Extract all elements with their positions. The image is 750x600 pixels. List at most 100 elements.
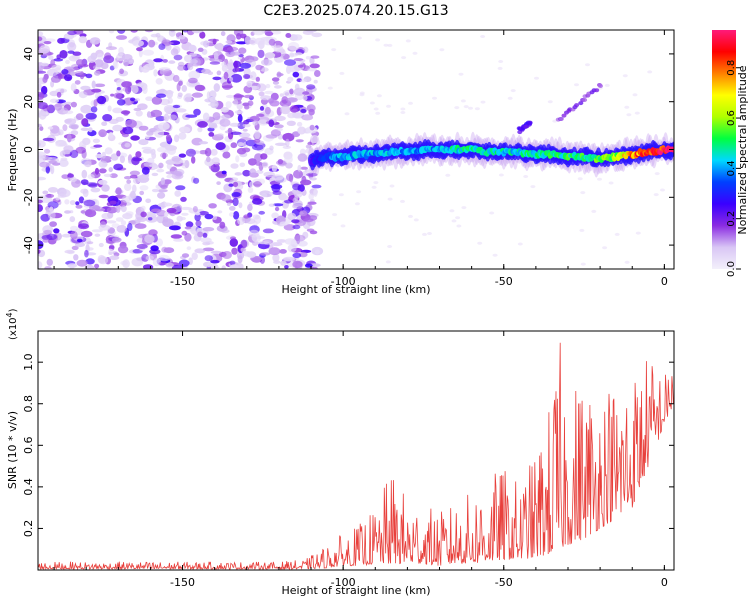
noise-blob bbox=[141, 65, 150, 73]
colorbar-tick-label: 0.2 bbox=[726, 211, 737, 227]
noise-blob bbox=[70, 101, 77, 108]
noise-blob bbox=[164, 211, 169, 217]
noise-blob bbox=[192, 206, 198, 213]
noise-blob bbox=[240, 137, 252, 141]
noise-blob bbox=[243, 214, 250, 219]
spectrogram-y-tick-label: -40 bbox=[22, 236, 35, 254]
noise-blob bbox=[272, 190, 282, 195]
noise-blob bbox=[66, 133, 72, 143]
noise-blob bbox=[208, 203, 217, 209]
noise-blob bbox=[547, 100, 553, 104]
noise-blob bbox=[255, 169, 264, 174]
noise-blob bbox=[108, 132, 114, 139]
noise-blob bbox=[202, 227, 215, 232]
noise-blob bbox=[305, 144, 312, 149]
noise-blob bbox=[258, 91, 265, 97]
noise-blob bbox=[53, 228, 60, 234]
noise-blob bbox=[274, 142, 287, 146]
colorbar-tick-label: 0.0 bbox=[726, 261, 737, 277]
noise-blob bbox=[211, 157, 220, 165]
noise-blob bbox=[126, 179, 132, 184]
noise-blob bbox=[246, 80, 253, 88]
noise-blob bbox=[255, 64, 263, 71]
noise-blob bbox=[432, 96, 437, 100]
noise-blob bbox=[51, 64, 62, 71]
noise-blob bbox=[268, 203, 275, 207]
noise-blob bbox=[653, 193, 659, 197]
noise-blob bbox=[216, 181, 221, 186]
noise-blob bbox=[112, 124, 123, 132]
noise-blob bbox=[98, 256, 109, 265]
noise-blob bbox=[297, 64, 304, 68]
noise-blob bbox=[517, 242, 523, 246]
noise-blob bbox=[80, 179, 89, 186]
noise-blob bbox=[80, 104, 93, 114]
noise-blob bbox=[44, 266, 52, 269]
noise-blob bbox=[279, 93, 284, 97]
noise-blob bbox=[113, 252, 120, 257]
noise-blob bbox=[251, 144, 264, 151]
noise-blob bbox=[226, 46, 239, 52]
noise-blob bbox=[229, 260, 236, 266]
noise-blob bbox=[50, 59, 56, 67]
noise-blob bbox=[49, 221, 57, 228]
noise-blob bbox=[85, 112, 97, 120]
noise-blob bbox=[38, 110, 47, 120]
noise-blob bbox=[62, 124, 68, 132]
snr-plot-area bbox=[38, 342, 674, 570]
noise-blob bbox=[121, 54, 133, 61]
noise-blob bbox=[98, 129, 107, 138]
noise-blob bbox=[460, 99, 466, 103]
noise-blob bbox=[165, 134, 172, 142]
noise-blob bbox=[95, 153, 103, 159]
noise-blob bbox=[383, 43, 389, 47]
noise-blob bbox=[194, 248, 206, 254]
noise-blob bbox=[140, 205, 146, 211]
noise-blob bbox=[75, 71, 84, 75]
noise-blob bbox=[208, 122, 218, 129]
noise-blob bbox=[145, 135, 150, 140]
snr-x-tick-label: -100 bbox=[331, 576, 356, 589]
spectrogram-y-tick-label: -20 bbox=[22, 188, 35, 206]
noise-blob bbox=[276, 58, 284, 63]
secondary-feature bbox=[527, 121, 533, 126]
noise-blob bbox=[178, 35, 186, 40]
noise-blob bbox=[190, 225, 200, 235]
noise-blob bbox=[191, 30, 203, 34]
noise-blob bbox=[356, 36, 362, 40]
noise-blob bbox=[242, 217, 252, 222]
noise-blob bbox=[289, 52, 295, 58]
noise-blob bbox=[238, 132, 251, 138]
noise-blob bbox=[274, 85, 282, 89]
noise-blob bbox=[283, 256, 295, 262]
noise-blob bbox=[233, 211, 240, 220]
noise-blob bbox=[280, 105, 291, 115]
snr-x-tick-label: -50 bbox=[495, 576, 513, 589]
noise-blob bbox=[305, 30, 317, 33]
noise-blob bbox=[147, 157, 155, 164]
noise-blob bbox=[271, 212, 279, 219]
noise-blob bbox=[157, 189, 168, 193]
noise-blob bbox=[125, 86, 132, 95]
noise-blob bbox=[634, 111, 640, 115]
noise-blob bbox=[146, 131, 154, 136]
noise-blob bbox=[254, 130, 261, 140]
noise-blob bbox=[264, 90, 274, 95]
noise-blob bbox=[294, 52, 303, 56]
noise-blob bbox=[369, 101, 375, 105]
noise-blob bbox=[58, 189, 71, 198]
spectrogram-x-tick-label: -100 bbox=[331, 275, 356, 288]
noise-blob bbox=[359, 91, 365, 95]
noise-blob bbox=[93, 144, 103, 148]
snr-yunit: (x104) bbox=[5, 308, 19, 340]
snr-axes: -150 -100 -50 0 0.2 0.4 0.6 0.8 1.0 bbox=[22, 331, 674, 589]
noise-blob bbox=[71, 245, 79, 251]
noise-blob bbox=[301, 114, 314, 121]
noise-blob bbox=[240, 239, 248, 249]
noise-blob bbox=[222, 151, 231, 159]
noise-blob bbox=[259, 252, 271, 256]
noise-blob bbox=[221, 170, 227, 175]
noise-blob bbox=[101, 212, 113, 220]
noise-blob bbox=[55, 196, 60, 201]
